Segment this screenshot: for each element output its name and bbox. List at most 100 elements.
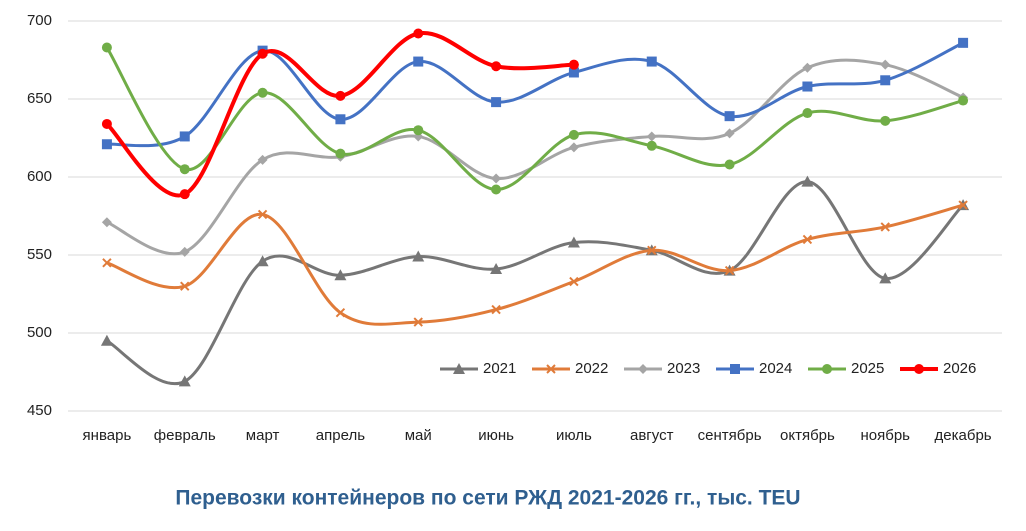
- marker: [257, 87, 268, 98]
- marker: [413, 125, 424, 136]
- marker: [490, 263, 503, 275]
- y-tick-label: 600: [27, 168, 52, 185]
- marker: [568, 67, 579, 78]
- marker: [822, 364, 832, 374]
- x-tick-label: январь: [83, 427, 132, 444]
- marker: [724, 265, 735, 276]
- marker: [647, 245, 657, 256]
- marker: [453, 363, 465, 374]
- x-tick-label: март: [246, 427, 280, 444]
- marker: [100, 334, 113, 346]
- marker: [257, 209, 268, 220]
- marker: [179, 246, 190, 257]
- marker: [102, 258, 112, 268]
- legend-item: 2026: [900, 360, 976, 377]
- marker: [914, 364, 924, 374]
- legend-label: 2025: [851, 360, 884, 377]
- marker: [335, 90, 346, 101]
- marker: [638, 364, 648, 374]
- marker: [880, 59, 891, 70]
- line: [105, 31, 574, 198]
- marker: [802, 234, 813, 245]
- marker: [958, 37, 969, 48]
- x-tick-label: февраль: [154, 427, 216, 444]
- legend-label: 2021: [483, 360, 516, 377]
- chart-title: Перевозки контейнеров по сети РЖД 2021-2…: [175, 487, 800, 510]
- marker: [257, 154, 268, 165]
- marker: [569, 276, 579, 287]
- legend-item: 2025: [808, 360, 884, 377]
- x-tick-label: июль: [556, 427, 592, 444]
- marker: [491, 304, 501, 315]
- marker: [567, 236, 580, 248]
- marker: [879, 272, 892, 284]
- marker: [646, 56, 657, 67]
- legend-item: 2023: [624, 360, 700, 377]
- marker: [256, 255, 269, 267]
- marker: [179, 189, 190, 200]
- marker: [568, 142, 579, 153]
- marker: [491, 184, 502, 195]
- x-tick-label: июнь: [478, 427, 514, 444]
- marker: [491, 61, 502, 72]
- legend-label: 2024: [759, 360, 792, 377]
- marker: [724, 159, 735, 170]
- marker: [880, 222, 890, 232]
- x-tick-label: декабрь: [935, 427, 992, 444]
- y-tick-label: 550: [27, 246, 52, 263]
- marker: [880, 75, 891, 86]
- marker: [413, 317, 423, 327]
- marker: [101, 118, 112, 129]
- x-tick-label: апрель: [316, 427, 365, 444]
- marker: [646, 131, 657, 142]
- y-tick-label: 650: [27, 90, 52, 107]
- marker: [180, 281, 190, 291]
- marker: [413, 28, 424, 39]
- line: [106, 203, 964, 326]
- marker: [491, 97, 502, 108]
- marker: [880, 115, 891, 126]
- x-tick-label: октябрь: [780, 427, 835, 444]
- legend-item: 2021: [440, 360, 516, 377]
- marker: [335, 114, 346, 125]
- marker: [568, 59, 579, 70]
- marker: [724, 111, 735, 122]
- marker: [257, 48, 268, 59]
- marker: [413, 56, 424, 67]
- legend-label: 2022: [575, 360, 608, 377]
- marker: [802, 62, 813, 73]
- series: [101, 42, 969, 195]
- marker: [646, 140, 657, 151]
- marker: [101, 42, 112, 53]
- line: [106, 180, 965, 386]
- series: [101, 58, 969, 257]
- marker: [802, 108, 813, 119]
- marker: [491, 173, 502, 184]
- marker: [335, 148, 346, 159]
- marker: [179, 131, 190, 142]
- legend-label: 2026: [943, 360, 976, 377]
- x-tick-label: август: [630, 427, 674, 444]
- x-tick-label: май: [405, 427, 432, 444]
- marker: [179, 164, 190, 175]
- marker: [334, 269, 347, 281]
- marker: [801, 175, 814, 187]
- legend-item: 2024: [716, 360, 792, 377]
- marker: [730, 364, 740, 374]
- marker: [958, 200, 968, 210]
- marker: [546, 364, 556, 374]
- x-tick-label: сентябрь: [698, 427, 762, 444]
- series: [102, 200, 968, 327]
- marker: [958, 95, 969, 106]
- marker: [101, 139, 112, 150]
- marker: [724, 128, 735, 139]
- legend-item: 2022: [532, 360, 608, 377]
- legend-label: 2023: [667, 360, 700, 377]
- series: [101, 28, 579, 200]
- x-tick-label: ноябрь: [861, 427, 911, 444]
- marker: [101, 217, 112, 228]
- y-tick-label: 500: [27, 324, 52, 341]
- marker: [335, 308, 346, 318]
- y-tick-label: 450: [27, 402, 52, 419]
